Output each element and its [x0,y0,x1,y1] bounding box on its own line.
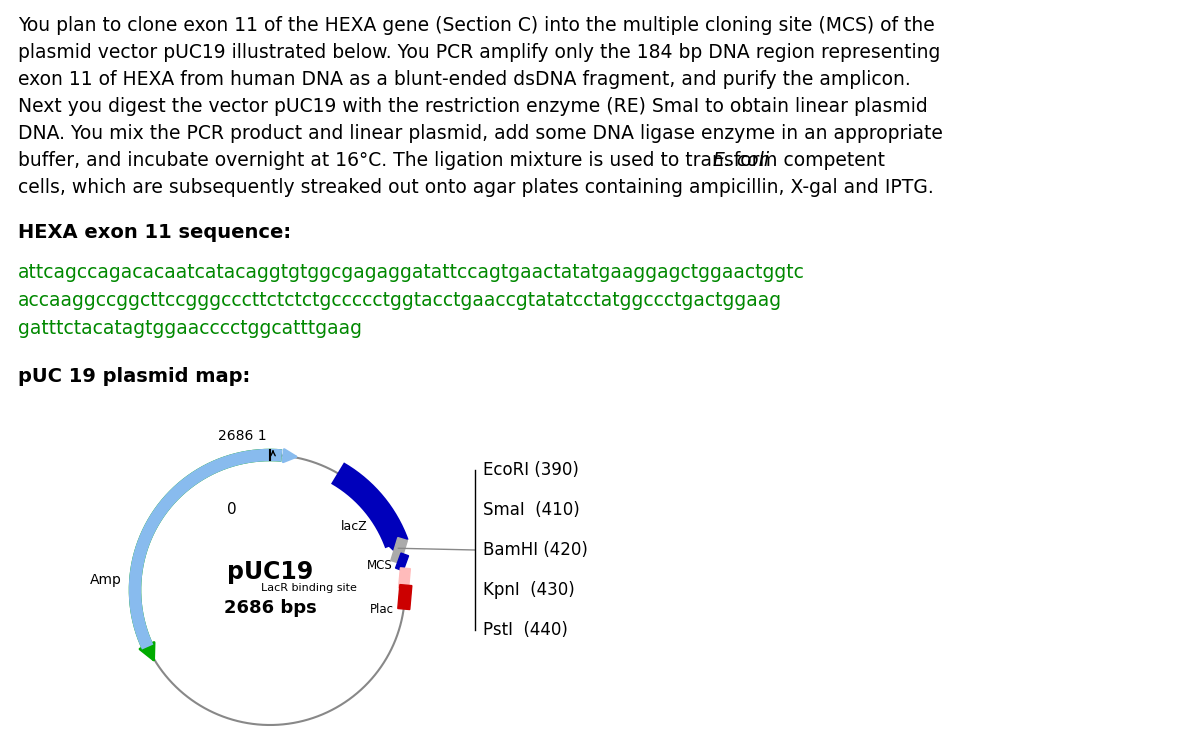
Text: SmaI  (410): SmaI (410) [482,501,580,519]
Polygon shape [391,538,407,563]
Text: plasmid vector pUC19 illustrated below. You PCR amplify only the 184 bp DNA regi: plasmid vector pUC19 illustrated below. … [18,43,941,62]
Text: KpnI  (430): KpnI (430) [482,581,575,599]
Text: DNA. You mix the PCR product and linear plasmid, add some DNA ligase enzyme in a: DNA. You mix the PCR product and linear … [18,124,943,143]
Text: 2686 1: 2686 1 [218,429,266,443]
Text: pUC19: pUC19 [227,560,313,584]
Text: pUC 19 plasmid map:: pUC 19 plasmid map: [18,367,251,386]
Text: HEXA exon 11 sequence:: HEXA exon 11 sequence: [18,223,292,242]
Text: MCS: MCS [367,559,394,572]
Text: lacZ: lacZ [341,520,367,533]
Text: PstI  (440): PstI (440) [482,621,568,639]
Text: E. coli: E. coli [713,151,769,170]
Polygon shape [397,585,412,609]
Text: You plan to clone exon 11 of the HEXA gene (Section C) into the multiple cloning: You plan to clone exon 11 of the HEXA ge… [18,16,935,35]
Text: accaaggccggcttccgggcccttctctctgccccctggtacctgaaccgtatatcctatggccctgactggaag: accaaggccggcttccgggcccttctctctgccccctggt… [18,291,782,310]
Text: cells, which are subsequently streaked out onto agar plates containing ampicilli: cells, which are subsequently streaked o… [18,178,934,197]
Text: Amp: Amp [90,573,122,587]
Text: 2686 bps: 2686 bps [223,599,317,617]
Text: LacR binding site: LacR binding site [260,583,356,593]
Text: BamHI (420): BamHI (420) [482,541,588,559]
Polygon shape [396,553,408,571]
Text: gatttctacatagtggaacccctggcatttgaag: gatttctacatagtggaacccctggcatttgaag [18,319,362,338]
Text: exon 11 of HEXA from human DNA as a blunt-ended dsDNA fragment, and purify the a: exon 11 of HEXA from human DNA as a blun… [18,70,911,89]
Text: Plac: Plac [370,603,394,616]
Text: 0: 0 [227,502,236,516]
Text: buffer, and incubate overnight at 16°C. The ligation mixture is used to transfor: buffer, and incubate overnight at 16°C. … [18,151,890,170]
Text: EcoRI (390): EcoRI (390) [482,461,578,479]
Text: Next you digest the vector pUC19 with the restriction enzyme (RE) SmaI to obtain: Next you digest the vector pUC19 with th… [18,97,928,116]
Text: attcagccagacacaatcatacaggtgtggcgagaggatattccagtgaactatatgaaggagctggaactggtc: attcagccagacacaatcatacaggtgtggcgagaggata… [18,263,805,282]
Polygon shape [398,568,410,588]
